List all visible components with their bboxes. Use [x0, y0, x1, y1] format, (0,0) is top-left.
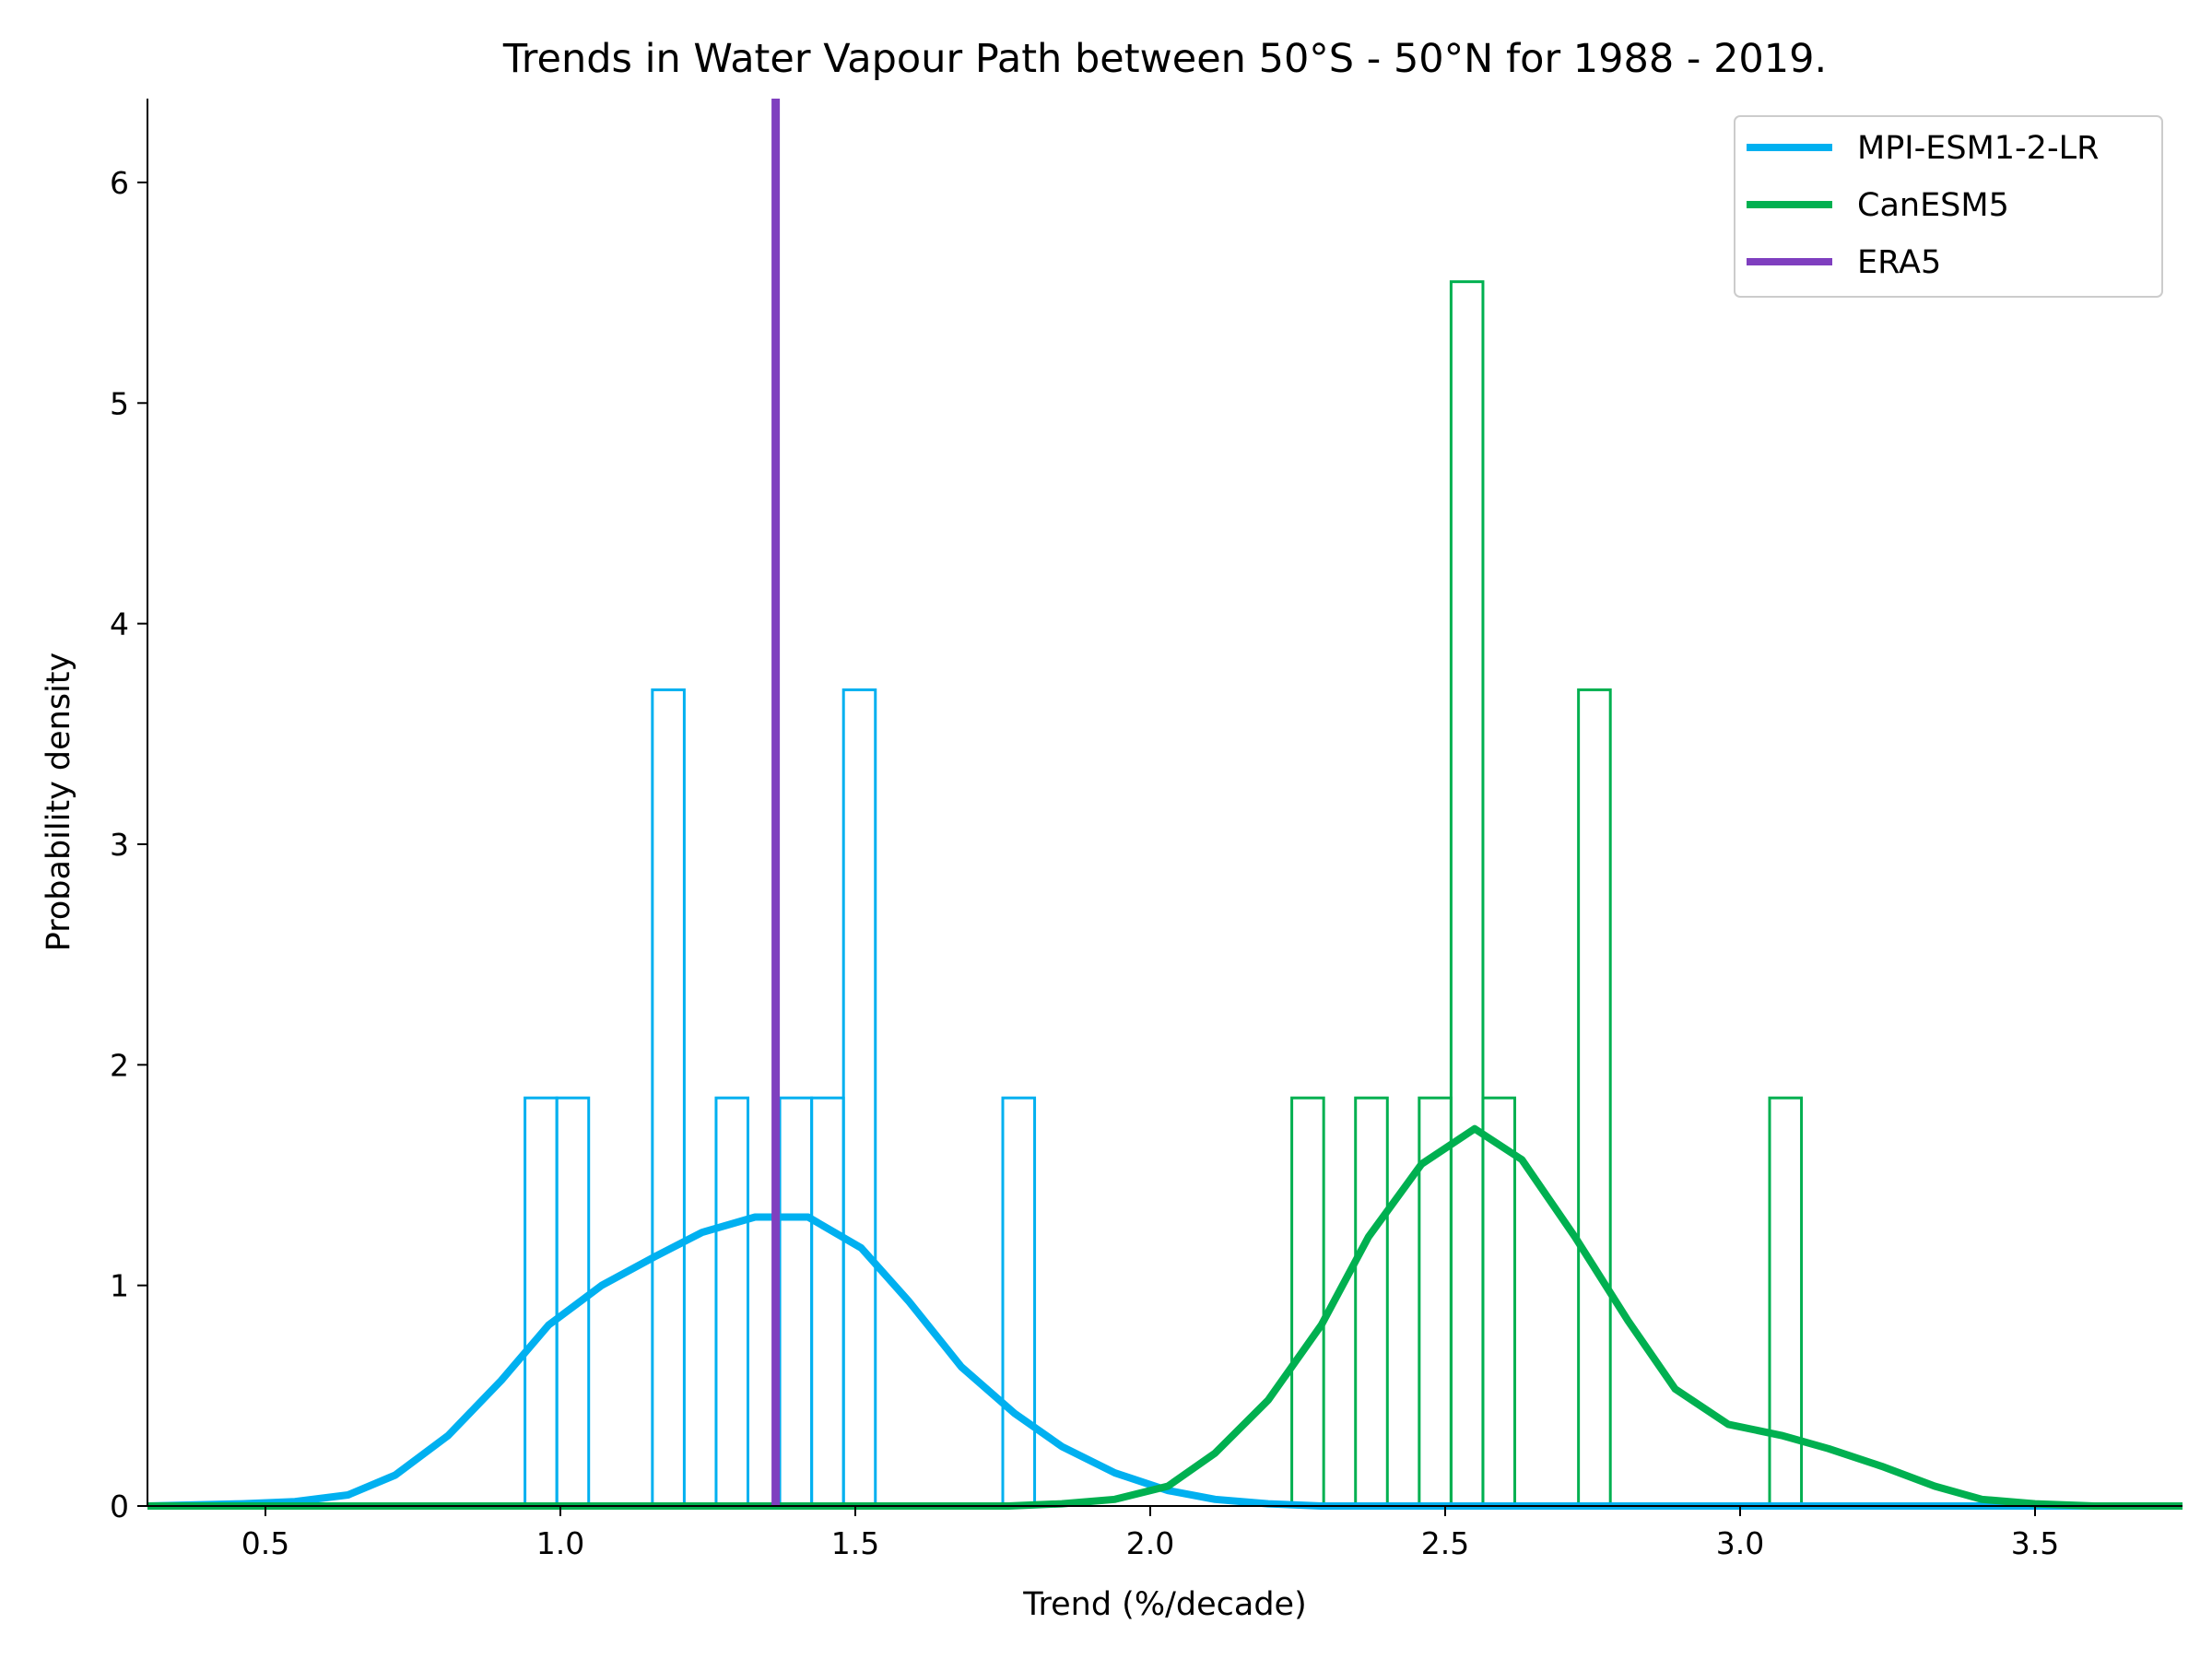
- histogram-bar-canesm5-3: [1449, 280, 1485, 1508]
- histogram-bar-canesm5-5: [1577, 688, 1612, 1508]
- chart-title: Trends in Water Vapour Path between 50°S…: [502, 36, 1827, 82]
- histogram-bar-canesm5-0: [1290, 1096, 1325, 1508]
- histogram-bar-canesm5-4: [1481, 1096, 1517, 1508]
- y-tick-label-5: 5: [110, 385, 129, 421]
- x-tick-label-0: 0.5: [241, 1525, 289, 1561]
- histogram-bar-mpi-esm1-2-lr-0: [524, 1096, 559, 1508]
- kde-curves: [147, 1124, 2183, 1510]
- y-tick-label-0: 0: [110, 1488, 129, 1524]
- axes: [147, 99, 2183, 1507]
- x-axis-label: Trend (%/decade): [1022, 1586, 1306, 1623]
- legend-label-canesm5: CanESM5: [1857, 187, 2009, 224]
- x-tick-label-4: 2.5: [1421, 1525, 1469, 1561]
- y-tick-label-1: 1: [110, 1268, 129, 1304]
- legend-label-era5: ERA5: [1857, 244, 1941, 281]
- x-ticks: 0.5 1.0 1.5 2.0 2.5 3.0 3.5: [241, 1506, 2059, 1561]
- y-tick-label-2: 2: [110, 1047, 129, 1083]
- legend-label-mpi: MPI-ESM1-2-LR: [1857, 130, 2099, 167]
- x-tick-label-5: 3.0: [1716, 1525, 1764, 1561]
- histogram-bar-mpi-esm1-2-lr-7: [1001, 1096, 1037, 1508]
- x-tick-label-2: 1.5: [831, 1525, 879, 1561]
- histogram-bar-mpi-esm1-2-lr-6: [841, 688, 877, 1508]
- legend-box: [1734, 115, 2163, 298]
- histogram-bar-mpi-esm1-2-lr-5: [810, 1096, 845, 1508]
- x-tick-label-1: 1.0: [536, 1525, 584, 1561]
- histogram-bar-canesm5-6: [1768, 1096, 1804, 1508]
- histogram-bar-mpi-esm1-2-lr-3: [714, 1096, 750, 1508]
- kde-line-canesm5: [147, 1124, 2183, 1510]
- histogram-bar-mpi-esm1-2-lr-2: [651, 688, 686, 1508]
- kde-line-mpi-esm1-2-lr: [147, 1213, 2183, 1510]
- histogram-bars: [524, 280, 1804, 1508]
- x-tick-label-3: 2.0: [1126, 1525, 1174, 1561]
- y-axis-label: Probability density: [41, 653, 77, 951]
- y-ticks: 0 1 2 3 4 5 6: [110, 165, 147, 1524]
- legend: MPI-ESM1-2-LR CanESM5 ERA5: [1734, 115, 2163, 298]
- x-tick-label-6: 3.5: [2011, 1525, 2059, 1561]
- y-tick-label-4: 4: [110, 606, 129, 642]
- histogram-bar-canesm5-1: [1354, 1096, 1389, 1508]
- y-tick-label-3: 3: [110, 827, 129, 863]
- y-tick-label-6: 6: [110, 165, 129, 201]
- histogram-bar-mpi-esm1-2-lr-4: [778, 1096, 814, 1508]
